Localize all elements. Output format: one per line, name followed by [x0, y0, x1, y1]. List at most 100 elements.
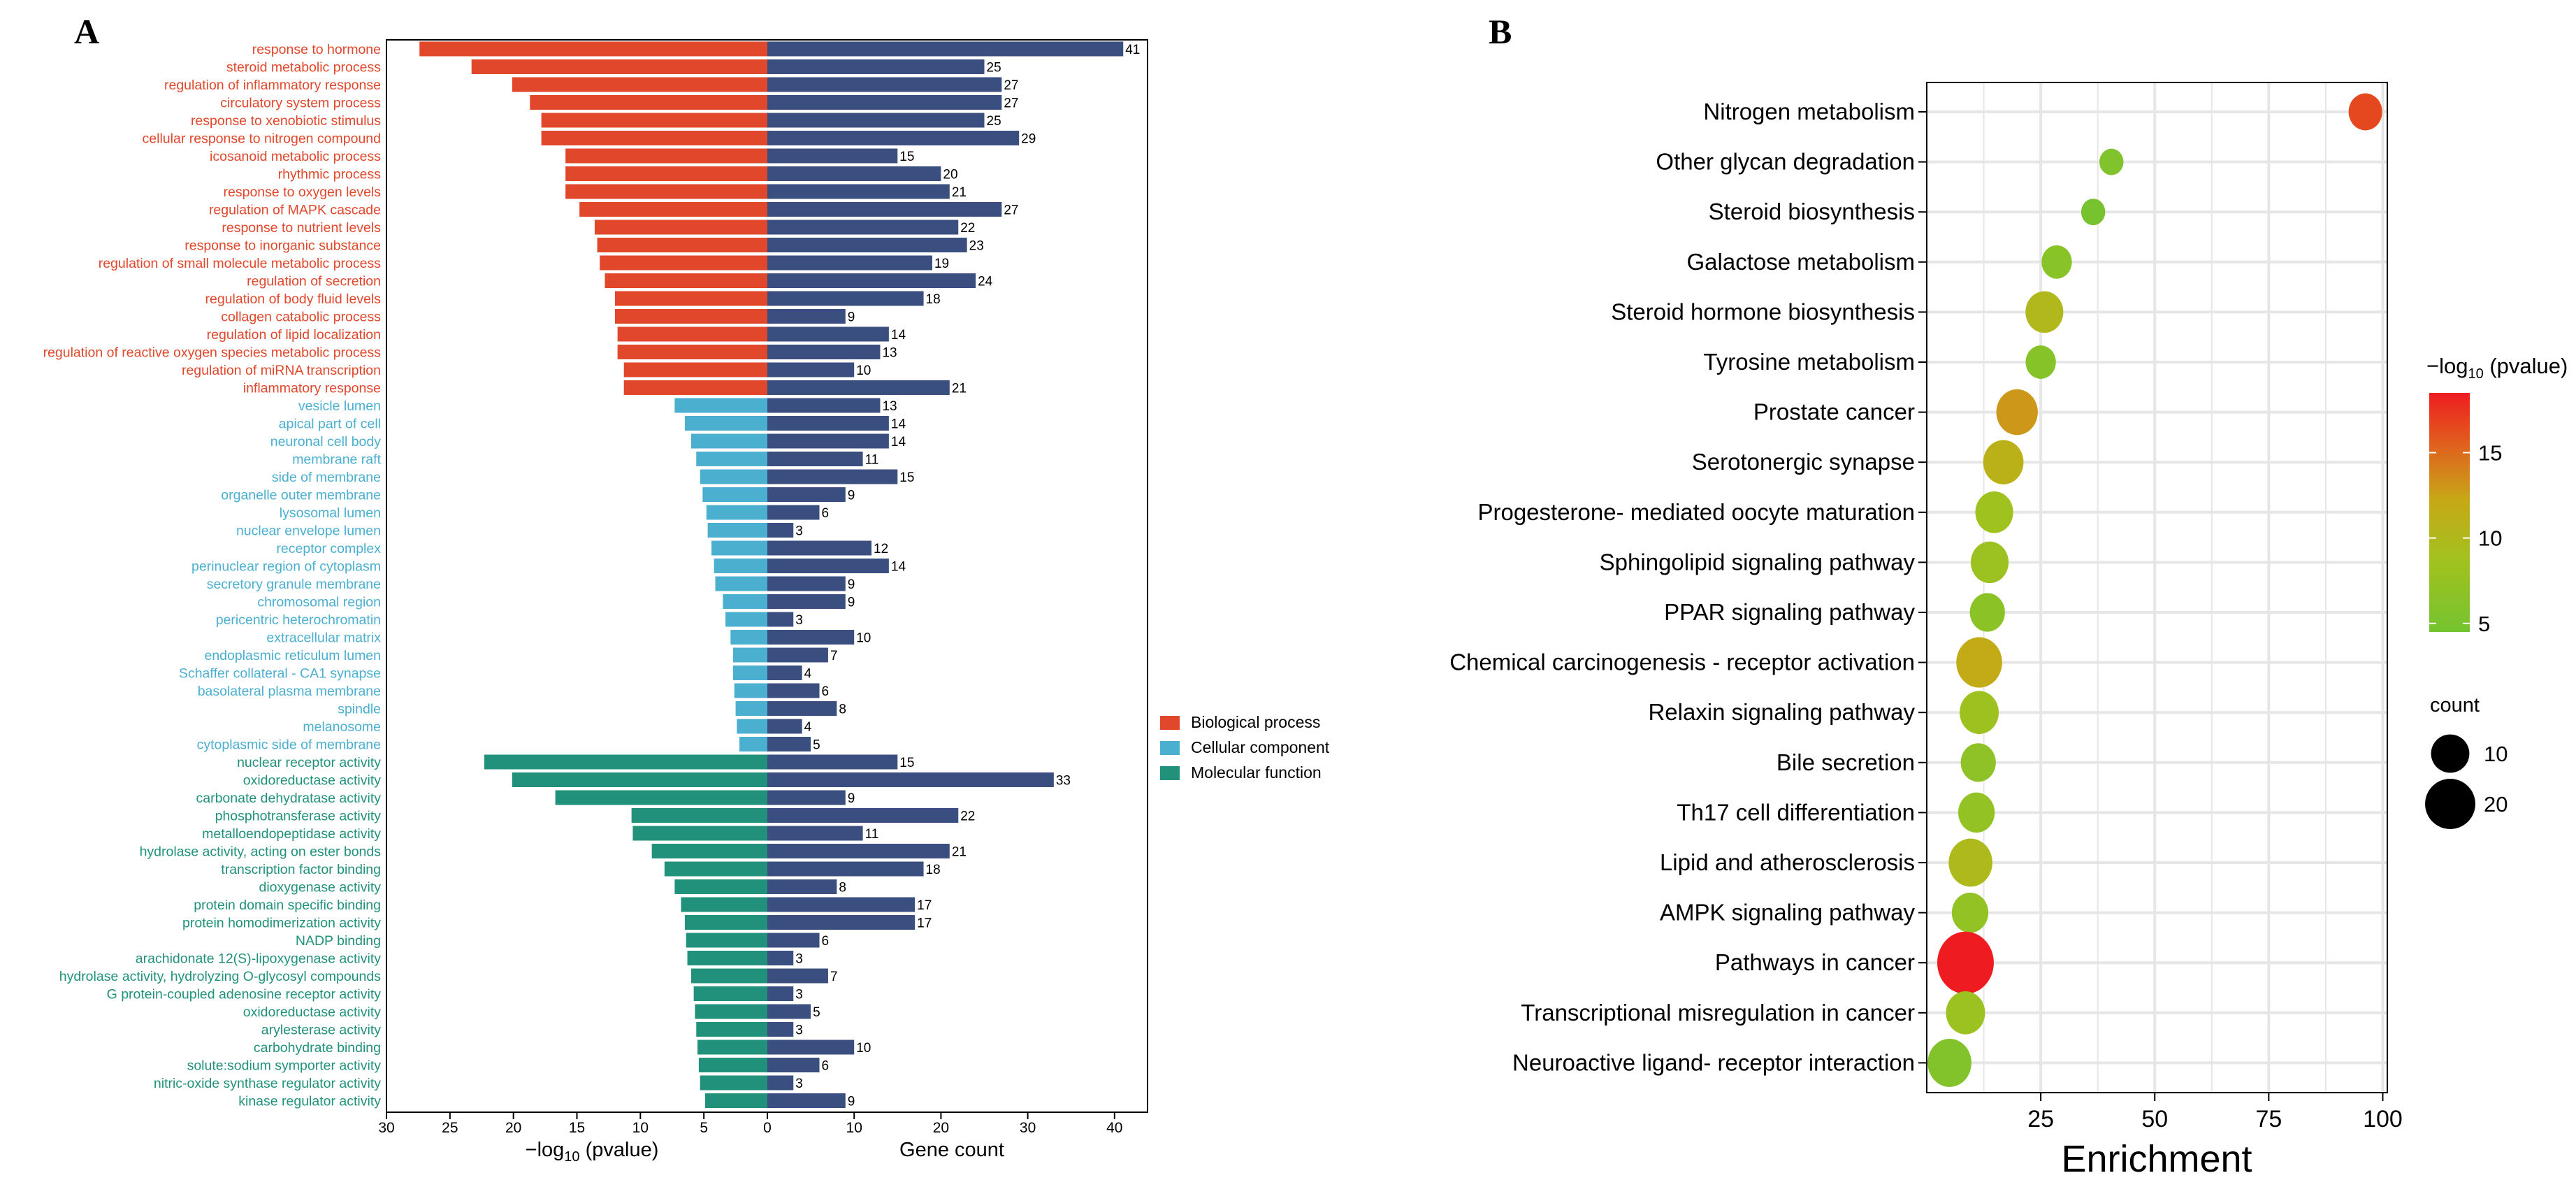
pvalue-bar	[696, 1022, 767, 1037]
x-tick-label: 0	[763, 1120, 772, 1136]
pvalue-bar	[530, 95, 767, 110]
gene-count-label: 12	[874, 542, 888, 556]
color-legend-title: −log10 (pvalue)	[2426, 354, 2568, 382]
gene-count-label: 18	[926, 863, 941, 877]
x-tick-label: 10	[632, 1120, 649, 1136]
gene-count-bar	[767, 808, 959, 823]
panel-b-pathway-labels: Nitrogen metabolism Other glycan degradat…	[1449, 99, 1927, 1075]
pathway-label: Th17 cell differentiation	[1677, 799, 1915, 825]
pathway-label: Sphingolipid signaling pathway	[1600, 549, 1916, 575]
gene-count-bar	[767, 452, 863, 466]
gene-count-bar	[767, 380, 950, 395]
pvalue-bar	[684, 416, 767, 431]
term-label: nuclear receptor activity	[237, 755, 381, 770]
gene-count-bar	[767, 291, 924, 306]
term-label: basolateral plasma membrane	[198, 684, 381, 699]
pvalue-bar	[687, 951, 767, 965]
term-label: response to nutrient levels	[222, 220, 381, 236]
gene-count-label: 24	[978, 275, 993, 289]
pathway-point	[1983, 440, 2024, 484]
pathway-point	[1958, 792, 1995, 833]
term-label: Schaffer collateral - CA1 synapse	[179, 666, 381, 682]
gene-count-label: 4	[804, 667, 812, 682]
gene-count-bar	[767, 523, 794, 538]
pvalue-bar	[512, 772, 767, 787]
pvalue-bar	[691, 433, 767, 449]
term-label: regulation of lipid localization	[207, 327, 381, 343]
pvalue-bar	[725, 612, 767, 627]
gene-count-bar	[767, 576, 846, 591]
pvalue-bar	[739, 737, 767, 751]
gene-count-bar	[767, 1093, 846, 1108]
gene-count-bar	[767, 255, 932, 271]
gene-count-label: 3	[795, 952, 803, 967]
gene-count-bar	[767, 505, 820, 520]
term-label: regulation of small molecule metabolic p…	[99, 256, 382, 271]
term-label: NADP binding	[296, 933, 381, 949]
gene-count-bar	[767, 95, 1002, 110]
gene-count-label: 41	[1125, 43, 1140, 57]
gene-count-label: 3	[795, 1077, 803, 1091]
color-tick-label: 10	[2478, 526, 2502, 551]
gene-count-bar	[767, 131, 1020, 145]
pathway-point	[2348, 93, 2382, 131]
legend-swatch	[1160, 741, 1180, 755]
term-label: side of membrane	[272, 470, 381, 485]
pvalue-bar	[565, 148, 767, 164]
pathway-point	[2025, 291, 2064, 333]
x-tick-label: 40	[1106, 1120, 1122, 1136]
gene-count-label: 17	[917, 916, 932, 931]
gene-count-bar	[767, 951, 794, 965]
pvalue-bar	[615, 309, 767, 324]
term-label: phosphotransferase activity	[215, 809, 382, 824]
gene-count-bar	[767, 879, 837, 894]
gene-count-bar	[767, 826, 863, 841]
gene-count-bar	[767, 202, 1002, 217]
gene-count-label: 11	[865, 827, 879, 842]
gene-count-bar	[767, 433, 889, 449]
gene-count-bar	[767, 273, 976, 288]
gene-count-bar	[767, 59, 985, 74]
panel-a-legend: Biological process Cellular component Mole…	[1160, 713, 1330, 782]
pvalue-bar	[700, 469, 767, 484]
gene-count-bar	[767, 790, 846, 805]
term-label: apical part of cell	[279, 417, 381, 432]
term-label: vesicle lumen	[298, 398, 381, 414]
pathway-label: Galactose metabolism	[1687, 249, 1915, 275]
gene-count-bar	[767, 1022, 794, 1037]
pvalue-bar	[631, 808, 767, 823]
panel-b-points	[1927, 93, 2382, 1087]
term-label: collagen catabolic process	[221, 310, 381, 325]
term-label: hydrolase activity, hydrolyzing O-glycos…	[59, 969, 381, 984]
gene-count-label: 14	[891, 560, 906, 575]
pvalue-bar	[664, 861, 767, 877]
term-label: kinase regulator activity	[238, 1094, 381, 1109]
term-label: regulation of miRNA transcription	[182, 363, 381, 378]
pathway-point	[1948, 838, 1992, 887]
size-legend: 10 20	[2425, 734, 2508, 829]
x-tick-label: 25	[2027, 1106, 2054, 1132]
gene-count-bar	[767, 345, 881, 359]
panel-b-label: B	[1489, 12, 1512, 51]
gene-count-bar	[767, 666, 802, 680]
gene-count-bar	[767, 986, 794, 1001]
term-label: regulation of MAPK cascade	[209, 203, 381, 218]
panel-b-x-axis: 25 50 75 100	[2027, 1093, 2403, 1132]
pvalue-bar	[732, 647, 767, 663]
term-label: steroid metabolic process	[226, 60, 381, 75]
pvalue-bar	[632, 826, 767, 841]
term-label: membrane raft	[292, 452, 381, 468]
term-label: arachidonate 12(S)-lipoxygenase activity	[136, 951, 381, 967]
gene-count-label: 3	[795, 988, 803, 1002]
panel-a-x-axis: 30 25 20 15 10 5 0 10 20 30 40	[378, 1112, 1122, 1136]
gene-count-bar	[767, 844, 950, 858]
x-tick-label: 20	[933, 1120, 949, 1136]
term-label: receptor complex	[276, 541, 381, 556]
term-label: inflammatory response	[243, 381, 381, 396]
size-legend-title: count	[2430, 694, 2480, 717]
pvalue-bar	[615, 291, 767, 306]
pvalue-bar	[704, 1093, 767, 1108]
gene-count-label: 20	[943, 168, 957, 182]
pathway-label: Transcriptional misregulation in cancer	[1521, 1000, 1915, 1026]
gene-count-label: 3	[795, 613, 803, 628]
